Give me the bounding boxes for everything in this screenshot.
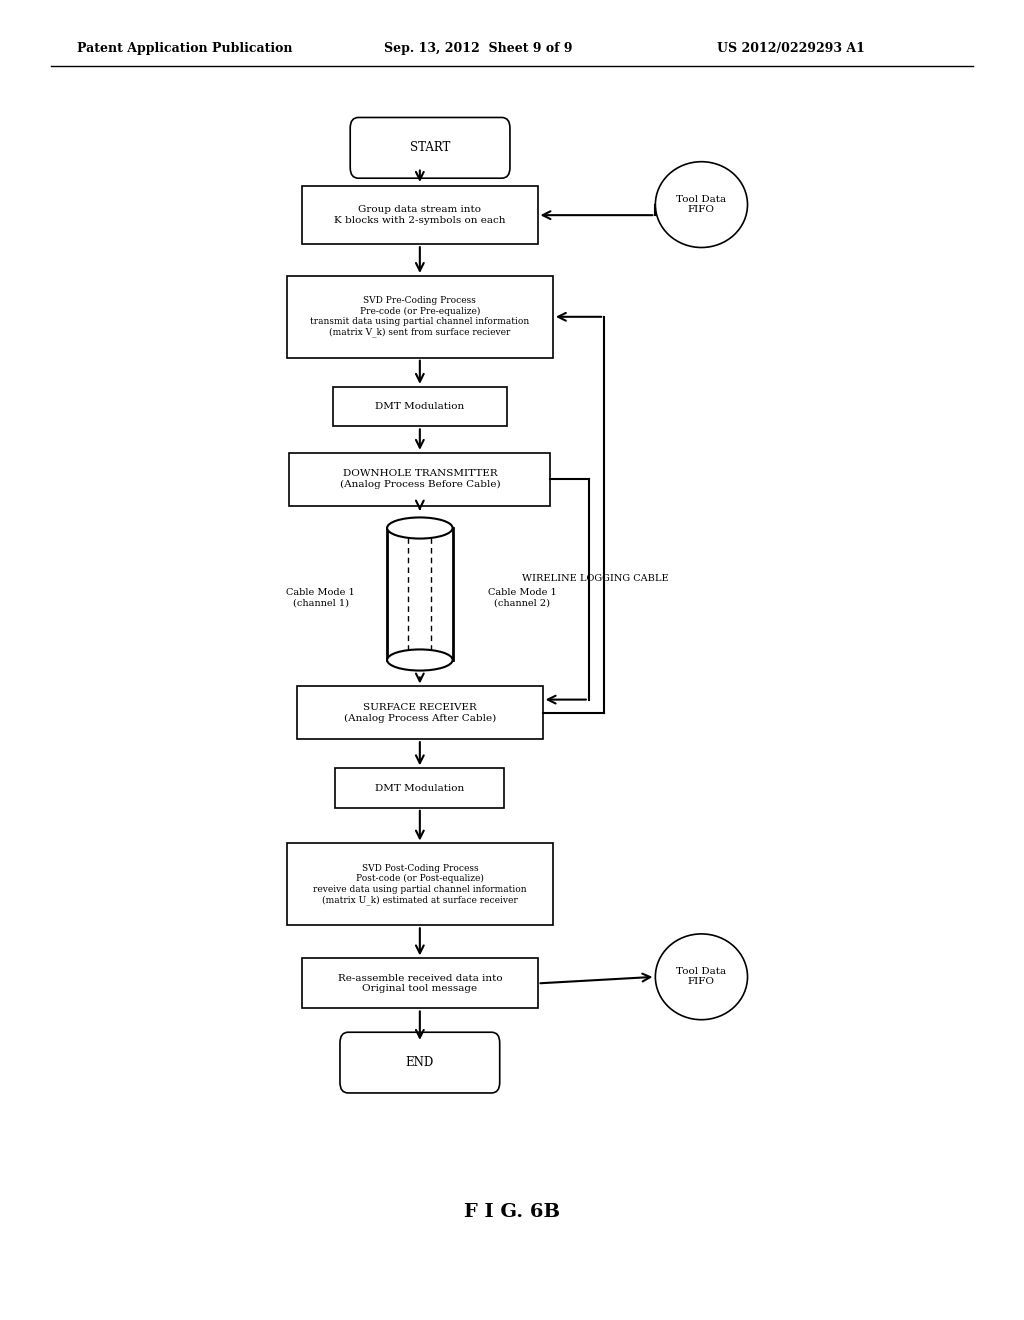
Ellipse shape [387,649,453,671]
Text: START: START [410,141,451,154]
Text: Tool Data
FIFO: Tool Data FIFO [677,968,726,986]
Text: END: END [406,1056,434,1069]
Text: Cable Mode 1
(channel 1): Cable Mode 1 (channel 1) [286,589,355,607]
Bar [335,768,504,808]
Ellipse shape [655,162,748,248]
Bar [297,686,543,739]
Bar [302,186,538,244]
Text: US 2012/0229293 A1: US 2012/0229293 A1 [717,42,864,55]
Text: DOWNHOLE TRANSMITTER
(Analog Process Before Cable): DOWNHOLE TRANSMITTER (Analog Process Bef… [340,470,500,488]
Bar [333,387,507,426]
Text: DMT Modulation: DMT Modulation [375,784,465,792]
Text: Group data stream into
K blocks with 2-symbols on each: Group data stream into K blocks with 2-s… [334,206,506,224]
Text: SVD Pre-Coding Process
Pre-code (or Pre-equalize)
transmit data using partial ch: SVD Pre-Coding Process Pre-code (or Pre-… [310,296,529,338]
Ellipse shape [655,935,748,1019]
Bar [302,958,538,1008]
Ellipse shape [387,517,453,539]
Text: Tool Data
FIFO: Tool Data FIFO [677,195,726,214]
Text: F I G. 6B: F I G. 6B [464,1203,560,1221]
Text: WIRELINE LOGGING CABLE: WIRELINE LOGGING CABLE [522,574,669,582]
Bar [289,453,551,506]
FancyBboxPatch shape [350,117,510,178]
Text: Sep. 13, 2012  Sheet 9 of 9: Sep. 13, 2012 Sheet 9 of 9 [384,42,572,55]
Bar [287,276,553,358]
Bar [287,843,553,925]
Text: Patent Application Publication: Patent Application Publication [77,42,292,55]
Text: Re-assemble received data into
Original tool message: Re-assemble received data into Original … [338,974,502,993]
Text: SURFACE RECEIVER
(Analog Process After Cable): SURFACE RECEIVER (Analog Process After C… [344,704,496,722]
Text: SVD Post-Coding Process
Post-code (or Post-equalize)
reveive data using partial : SVD Post-Coding Process Post-code (or Po… [313,863,526,906]
Text: Cable Mode 1
(channel 2): Cable Mode 1 (channel 2) [487,589,557,607]
Text: DMT Modulation: DMT Modulation [375,403,465,411]
FancyBboxPatch shape [340,1032,500,1093]
